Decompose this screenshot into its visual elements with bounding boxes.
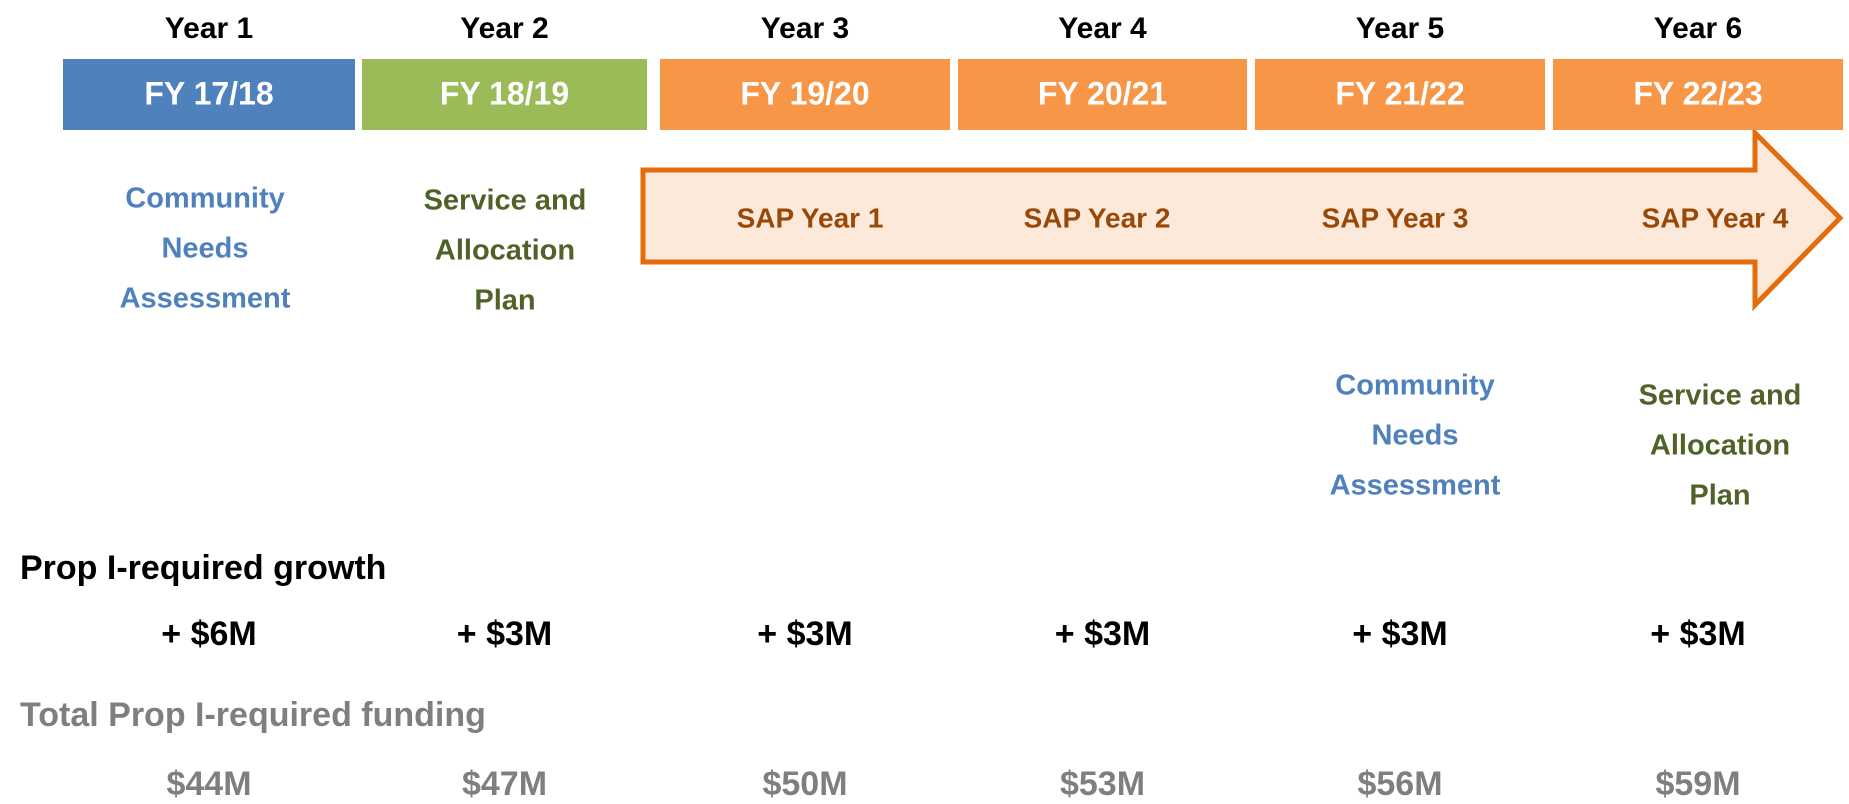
- fy-label: FY 21/22: [1335, 75, 1464, 111]
- fy-label: FY 22/23: [1633, 75, 1762, 111]
- phase-label: Allocation: [435, 235, 575, 267]
- year-label: Year 6: [1654, 12, 1742, 45]
- fy-box: [660, 59, 950, 130]
- phase-label: Community: [125, 183, 285, 215]
- fy-box: [63, 59, 355, 130]
- total-value: $53M: [1060, 765, 1145, 803]
- phase-label: Assessment: [1330, 470, 1501, 502]
- total-value: $47M: [462, 765, 547, 803]
- growth-value: + $3M: [1055, 615, 1150, 653]
- phase-label: Assessment: [120, 283, 291, 315]
- total-value: $56M: [1357, 765, 1442, 803]
- growth-value: + $3M: [1650, 615, 1745, 653]
- fy-label: FY 17/18: [144, 75, 273, 111]
- total-heading: Total Prop I-required funding: [20, 696, 486, 734]
- sap-arrow: [640, 126, 1844, 312]
- total-value: $50M: [762, 765, 847, 803]
- phase-label: Community: [1335, 370, 1495, 402]
- total-value: $59M: [1655, 765, 1740, 803]
- phase-label: Service and: [424, 185, 587, 217]
- fy-label: FY 18/19: [440, 75, 569, 111]
- growth-value: + $3M: [1352, 615, 1447, 653]
- year-label: Year 1: [165, 12, 253, 45]
- phase-label: Needs: [161, 233, 248, 265]
- sap-year-label: SAP Year 2: [1024, 202, 1171, 233]
- total-value: $44M: [166, 765, 251, 803]
- fy-box: [958, 59, 1247, 130]
- fy-box: [1553, 59, 1843, 130]
- growth-value: + $3M: [457, 615, 552, 653]
- phase-label: Needs: [1371, 420, 1458, 452]
- year-label: Year 3: [761, 12, 849, 45]
- fy-box: [1255, 59, 1545, 130]
- year-label: Year 4: [1058, 12, 1147, 45]
- fy-label: FY 20/21: [1038, 75, 1167, 111]
- fy-label: FY 19/20: [740, 75, 869, 111]
- growth-value: + $3M: [757, 615, 852, 653]
- growth-heading: Prop I-required growth: [20, 549, 386, 587]
- fy-box: [362, 59, 647, 130]
- year-label: Year 2: [460, 12, 548, 45]
- phase-label: Allocation: [1650, 430, 1790, 462]
- phase-label: Plan: [1689, 480, 1750, 512]
- growth-value: + $6M: [161, 615, 256, 653]
- phase-label: Plan: [474, 285, 535, 317]
- phase-label: Service and: [1639, 380, 1802, 412]
- year-label: Year 5: [1356, 12, 1444, 45]
- sap-year-label: SAP Year 1: [737, 202, 884, 233]
- sap-year-label: SAP Year 3: [1322, 202, 1469, 233]
- sap-year-label: SAP Year 4: [1642, 202, 1789, 233]
